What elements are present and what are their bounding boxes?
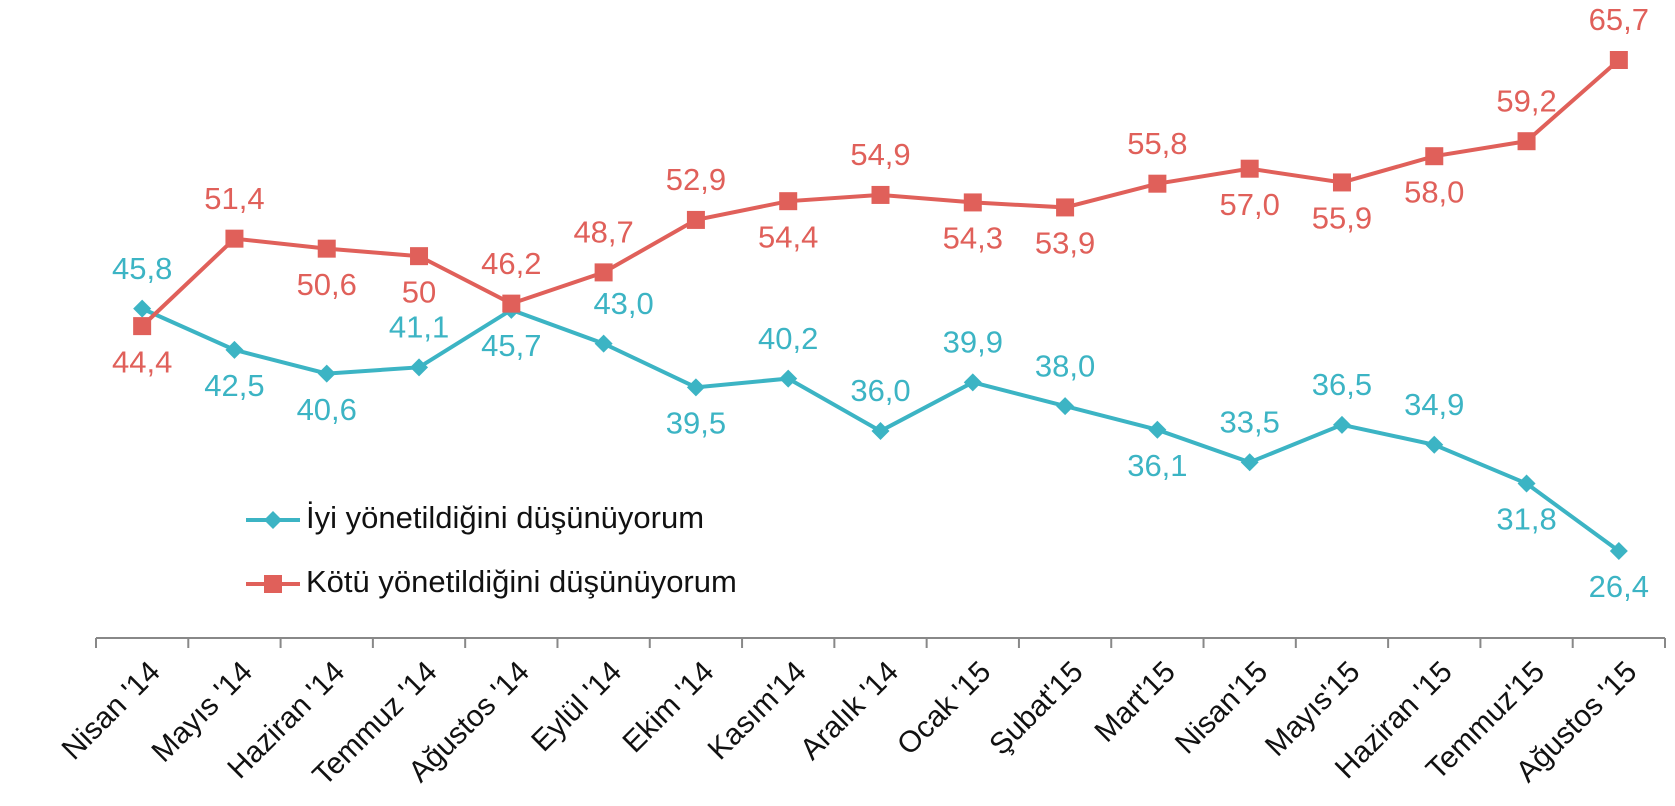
x-tick-label: Şubat'15 [983,655,1089,761]
legend-label: İyi yönetildiğini düşünüyorum [306,500,704,535]
point [594,334,613,353]
point [1240,159,1259,178]
point [779,192,798,211]
point [502,294,521,313]
data-label: 34,9 [1404,387,1464,422]
data-label: 51,4 [204,181,264,216]
legend-label: Kötü yönetildiğini düşünüyorum [306,564,737,599]
data-label: 36,5 [1312,367,1372,402]
data-label: 46,2 [481,246,541,281]
data-label: 57,0 [1220,187,1280,222]
data-label: 42,5 [204,368,264,403]
point [779,369,798,388]
point [317,239,336,258]
data-label: 31,8 [1496,502,1556,537]
point [410,358,429,377]
data-label: 45,7 [481,328,541,363]
data-label: 40,6 [297,392,357,427]
point [1148,420,1167,439]
point [410,247,429,266]
point [264,511,282,529]
data-label: 65,7 [1589,2,1649,37]
point [1609,51,1628,69]
point [1148,174,1167,193]
data-label: 36,1 [1127,448,1187,483]
x-tick-label: Nisan'15 [1169,655,1274,760]
data-label: 54,9 [850,137,910,172]
data-label: 39,5 [666,406,726,441]
point [1056,198,1075,217]
point [264,575,282,593]
point [1332,173,1351,192]
point [1056,397,1075,416]
data-label: 59,2 [1496,83,1556,118]
x-tick-label: Mart'15 [1089,655,1182,748]
data-label: 54,4 [758,219,818,254]
point [686,210,705,229]
point [1240,453,1259,472]
point [1517,474,1536,493]
data-label: 48,7 [573,215,633,250]
point [225,340,244,359]
data-label: 44,4 [112,344,172,379]
data-label: 36,0 [850,373,910,408]
point [1425,435,1444,454]
data-label: 33,5 [1220,404,1280,439]
data-label: 39,9 [943,325,1003,360]
data-label: 53,9 [1035,226,1095,261]
point [225,229,244,248]
x-tick-label: Kasım'14 [702,655,813,766]
point [1425,147,1444,166]
data-label: 50 [402,274,436,309]
point [1517,132,1536,151]
point [1609,542,1628,560]
data-label: 45,8 [112,251,172,286]
x-tick-label: Eylül '14 [525,655,628,758]
data-label: 55,9 [1312,201,1372,236]
data-label: 55,8 [1127,126,1187,161]
data-label: 58,0 [1404,174,1464,209]
point [133,299,152,318]
point [133,317,152,336]
data-label: 40,2 [758,321,818,356]
data-label: 26,4 [1589,569,1649,604]
point [871,185,890,204]
x-tick-label: Aralık '14 [794,655,905,766]
data-label: 41,1 [389,310,449,345]
point [317,364,336,383]
point [963,193,982,212]
x-tick-label: Ocak '15 [891,655,997,761]
point [871,422,890,441]
point [963,373,982,392]
data-label: 54,3 [943,221,1003,256]
point [1332,415,1351,434]
data-label: 43,0 [593,286,653,321]
data-label: 50,6 [297,267,357,302]
data-label: 38,0 [1035,348,1095,383]
data-label: 52,9 [666,162,726,197]
point [594,263,613,282]
point [686,378,705,397]
